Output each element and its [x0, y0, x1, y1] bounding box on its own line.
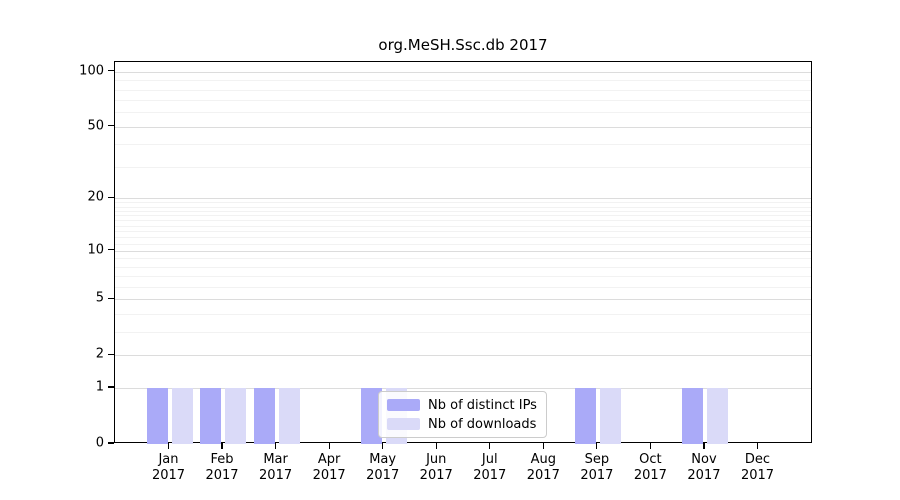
- x-tick-label-dec: Dec 2017: [740, 452, 775, 483]
- y-tick-mark: [108, 248, 114, 251]
- gridline-minor: [115, 167, 811, 169]
- bar-downloads-jan: [171, 388, 193, 444]
- x-tick-mark: [596, 443, 598, 449]
- y-tick-label: 50: [87, 118, 104, 134]
- gridline-major: [115, 198, 811, 200]
- gridline-major: [115, 126, 811, 128]
- x-tick-mark: [489, 443, 491, 449]
- y-tick-mark: [108, 196, 114, 199]
- x-tick-mark: [221, 443, 223, 449]
- gridline-minor: [115, 287, 811, 289]
- gridline-minor: [115, 220, 811, 222]
- bar-downloads-mar: [278, 388, 300, 444]
- x-tick-label-aug: Aug 2017: [526, 452, 560, 483]
- gridline-minor: [115, 258, 811, 260]
- legend-entry-distinct-ips: Nb of distinct IPs: [387, 398, 538, 413]
- y-tick-label: 5: [95, 290, 104, 306]
- x-tick-label-apr: Apr 2017: [312, 452, 346, 483]
- legend: Nb of distinct IPs Nb of downloads: [378, 391, 547, 438]
- gridline-minor: [115, 112, 811, 114]
- x-tick-mark: [328, 443, 330, 449]
- x-tick-label-sep: Sep 2017: [580, 452, 614, 483]
- gridline-minor: [115, 243, 811, 245]
- x-tick-mark: [167, 443, 170, 449]
- gridline-minor: [115, 276, 811, 278]
- gridline-minor: [115, 80, 811, 82]
- x-tick-mark: [274, 443, 277, 449]
- gridline-minor: [115, 206, 811, 208]
- gridline-major: [115, 355, 811, 357]
- chart-title: org.MeSH.Ssc.db 2017: [378, 36, 548, 54]
- gridline-minor: [115, 202, 811, 204]
- gridline-minor: [115, 237, 811, 239]
- bar-distinct-ips-mar: [253, 388, 275, 444]
- y-tick-label: 10: [87, 242, 104, 258]
- y-tick-mark: [108, 386, 114, 388]
- plot-area: [114, 61, 812, 444]
- y-tick-mark: [108, 442, 114, 444]
- x-tick-label-feb: Feb 2017: [205, 452, 239, 483]
- bar-distinct-ips-may: [360, 388, 382, 444]
- x-tick-label-jul: Jul 2017: [473, 452, 507, 483]
- x-tick-mark: [382, 443, 384, 449]
- legend-label-distinct-ips: Nb of distinct IPs: [428, 397, 537, 413]
- x-tick-label-may: May 2017: [366, 452, 400, 483]
- bar-distinct-ips-nov: [681, 388, 703, 444]
- gridline-major: [115, 299, 811, 301]
- y-tick-mark: [108, 125, 114, 127]
- y-tick-label: 2: [95, 346, 104, 362]
- gridline-minor: [115, 89, 811, 91]
- x-tick-label-nov: Nov 2017: [687, 452, 721, 483]
- y-tick-label: 20: [87, 189, 104, 205]
- legend-swatch-distinct-ips: [387, 399, 420, 411]
- x-tick-mark: [703, 443, 705, 449]
- gridline-major: [115, 388, 811, 390]
- bar-downloads-feb: [225, 388, 247, 444]
- y-tick-mark: [108, 353, 114, 355]
- bar-distinct-ips-feb: [200, 388, 222, 444]
- legend-swatch-downloads: [387, 418, 420, 430]
- gridline-minor: [115, 266, 811, 268]
- bar-distinct-ips-sep: [574, 388, 596, 444]
- x-tick-label-mar: Mar 2017: [259, 452, 293, 483]
- bar-distinct-ips-jan: [146, 388, 168, 444]
- x-tick-mark: [649, 443, 651, 449]
- y-tick-label: 100: [79, 63, 104, 79]
- gridline-minor: [115, 314, 811, 316]
- gridline-major: [115, 71, 811, 73]
- legend-entry-downloads: Nb of downloads: [387, 417, 538, 432]
- x-tick-label-jun: Jun 2017: [419, 452, 453, 483]
- x-tick-mark: [756, 443, 759, 449]
- x-tick-mark: [435, 443, 437, 449]
- y-tick-mark: [108, 70, 114, 72]
- gridline-minor: [115, 144, 811, 146]
- x-tick-label-jan: Jan 2017: [151, 452, 186, 483]
- y-tick-mark: [108, 297, 114, 300]
- y-tick-label: 1: [95, 379, 104, 395]
- gridline-minor: [115, 215, 811, 217]
- bar-downloads-sep: [599, 388, 621, 444]
- gridline-minor: [115, 332, 811, 334]
- gridline-minor: [115, 210, 811, 212]
- gridline-minor: [115, 100, 811, 102]
- x-tick-mark: [542, 443, 544, 449]
- legend-label-downloads: Nb of downloads: [428, 416, 537, 432]
- y-tick-label: 0: [95, 435, 104, 451]
- x-tick-label-oct: Oct 2017: [633, 452, 667, 483]
- gridline-major: [115, 250, 811, 252]
- gridline-minor: [115, 231, 811, 233]
- gridline-minor: [115, 225, 811, 227]
- bar-downloads-nov: [706, 388, 728, 444]
